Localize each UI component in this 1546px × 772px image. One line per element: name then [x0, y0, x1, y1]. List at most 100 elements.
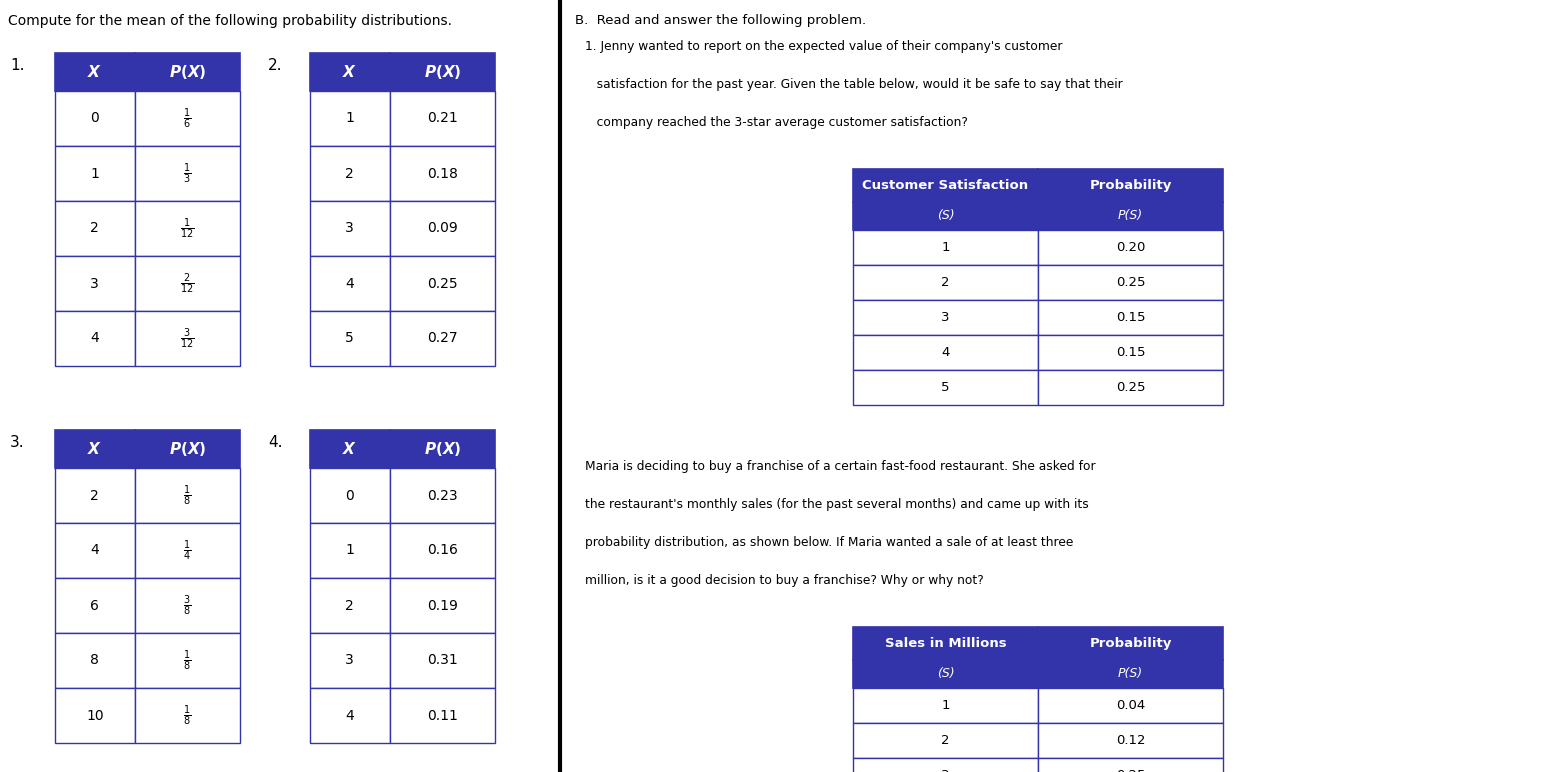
Bar — [311, 91, 390, 146]
Text: 10: 10 — [87, 709, 104, 723]
Bar — [135, 146, 240, 201]
Bar — [853, 169, 1037, 202]
Text: the restaurant's monthly sales (for the past several months) and came up with it: the restaurant's monthly sales (for the … — [584, 498, 1088, 511]
Bar — [1037, 169, 1223, 202]
Bar — [56, 578, 135, 633]
Bar — [311, 256, 390, 311]
Bar — [56, 201, 135, 256]
Text: 4: 4 — [345, 709, 354, 723]
Text: 2: 2 — [90, 222, 99, 235]
Text: probability distribution, as shown below. If Maria wanted a sale of at least thr: probability distribution, as shown below… — [584, 536, 1073, 549]
Bar — [311, 633, 390, 688]
Text: 0.15: 0.15 — [1116, 346, 1146, 359]
Bar — [390, 688, 495, 743]
Bar — [1037, 300, 1223, 335]
Bar — [311, 146, 390, 201]
Bar — [311, 523, 390, 578]
Bar — [853, 688, 1037, 723]
Text: 0.21: 0.21 — [427, 111, 458, 126]
Bar — [1037, 758, 1223, 772]
Bar — [135, 201, 240, 256]
Text: Customer Satisfaction: Customer Satisfaction — [863, 179, 1028, 192]
Text: 2: 2 — [942, 276, 949, 289]
Text: $\frac{1}{8}$: $\frac{1}{8}$ — [182, 703, 192, 728]
Bar — [135, 91, 240, 146]
Bar — [1037, 335, 1223, 370]
Bar — [853, 265, 1037, 300]
Bar — [56, 91, 135, 146]
Bar — [853, 230, 1037, 265]
Text: 2: 2 — [345, 598, 354, 612]
Text: 3: 3 — [90, 276, 99, 290]
Text: 0.25: 0.25 — [1116, 769, 1146, 772]
Bar — [135, 578, 240, 633]
Text: $\frac{1}{8}$: $\frac{1}{8}$ — [182, 648, 192, 672]
Bar — [853, 723, 1037, 758]
Bar — [853, 627, 1037, 660]
Bar — [311, 578, 390, 633]
Bar — [853, 660, 1037, 688]
Text: 6: 6 — [90, 598, 99, 612]
Text: satisfaction for the past year. Given the table below, would it be safe to say t: satisfaction for the past year. Given th… — [584, 78, 1122, 91]
Text: $\frac{1}{3}$: $\frac{1}{3}$ — [182, 161, 192, 186]
Text: 0.15: 0.15 — [1116, 311, 1146, 324]
Bar — [56, 633, 135, 688]
Text: P(S): P(S) — [1118, 209, 1142, 222]
Text: 2.: 2. — [267, 58, 283, 73]
Bar — [390, 256, 495, 311]
Text: 1: 1 — [942, 699, 949, 712]
Text: Compute for the mean of the following probability distributions.: Compute for the mean of the following pr… — [8, 14, 451, 28]
Bar — [135, 523, 240, 578]
Bar — [390, 523, 495, 578]
Text: (S): (S) — [937, 668, 954, 680]
Bar — [135, 53, 240, 91]
Text: $\frac{1}{6}$: $\frac{1}{6}$ — [182, 107, 192, 130]
Text: $\frac{1}{12}$: $\frac{1}{12}$ — [179, 216, 195, 241]
Bar — [135, 311, 240, 366]
Text: 5: 5 — [942, 381, 949, 394]
Text: 4: 4 — [90, 331, 99, 346]
Bar — [56, 430, 135, 468]
Text: 8: 8 — [90, 654, 99, 668]
Bar — [390, 201, 495, 256]
Text: 0.20: 0.20 — [1116, 241, 1146, 254]
Text: 0.25: 0.25 — [427, 276, 458, 290]
Bar — [390, 430, 495, 468]
Text: $\boldsymbol{X}$: $\boldsymbol{X}$ — [87, 64, 102, 80]
Bar — [853, 370, 1037, 405]
Bar — [853, 758, 1037, 772]
Text: 0.19: 0.19 — [427, 598, 458, 612]
Bar — [56, 53, 135, 91]
Text: 0.16: 0.16 — [427, 543, 458, 557]
Text: $\frac{3}{12}$: $\frac{3}{12}$ — [179, 327, 195, 350]
Bar — [1037, 230, 1223, 265]
Bar — [56, 146, 135, 201]
Bar — [853, 300, 1037, 335]
Bar — [135, 468, 240, 523]
Text: 1: 1 — [345, 111, 354, 126]
Bar — [135, 430, 240, 468]
Text: 2: 2 — [345, 167, 354, 181]
Bar — [1037, 370, 1223, 405]
Text: 0.09: 0.09 — [427, 222, 458, 235]
Text: 4.: 4. — [267, 435, 283, 450]
Text: 5: 5 — [345, 331, 354, 346]
Text: Probability: Probability — [1090, 637, 1172, 650]
Bar — [56, 468, 135, 523]
Text: 0.12: 0.12 — [1116, 734, 1146, 747]
Text: 3: 3 — [942, 311, 949, 324]
Bar — [56, 311, 135, 366]
Text: Maria is deciding to buy a franchise of a certain fast-food restaurant. She aske: Maria is deciding to buy a franchise of … — [584, 460, 1096, 473]
Text: 0.11: 0.11 — [427, 709, 458, 723]
Text: Sales in Millions: Sales in Millions — [884, 637, 1006, 650]
Text: $\frac{1}{8}$: $\frac{1}{8}$ — [182, 483, 192, 508]
Bar — [390, 146, 495, 201]
Bar — [1037, 265, 1223, 300]
Bar — [311, 468, 390, 523]
Text: 3: 3 — [942, 769, 949, 772]
Text: 2: 2 — [90, 489, 99, 503]
Bar — [390, 468, 495, 523]
Text: $\boldsymbol{X}$: $\boldsymbol{X}$ — [87, 441, 102, 457]
Bar — [311, 311, 390, 366]
Text: 1: 1 — [942, 241, 949, 254]
